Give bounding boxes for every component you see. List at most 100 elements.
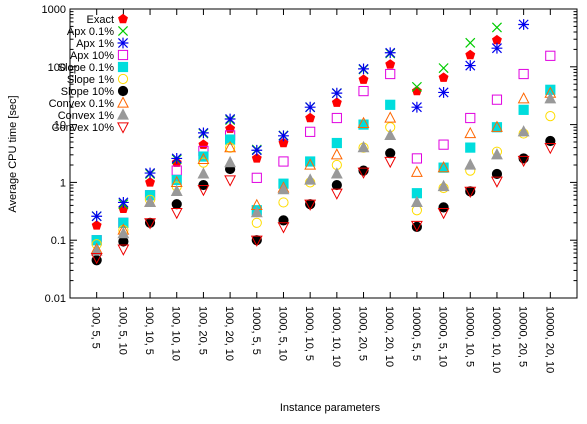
- x-tick-label: 100, 20, 10: [223, 306, 235, 361]
- data-point: [330, 188, 343, 200]
- data-point: [518, 19, 530, 30]
- data-point: [358, 74, 369, 84]
- x-tick-label: 1000, 20, 10: [383, 306, 395, 367]
- x-tick-label: 100, 10, 5: [143, 306, 155, 355]
- data-point: [305, 126, 316, 137]
- legend-label: Convex 0.1%: [49, 98, 115, 110]
- data-point: [170, 208, 183, 220]
- data-point: [438, 202, 449, 213]
- x-tick-label: 1000, 5, 10: [276, 306, 288, 361]
- data-point: [117, 244, 130, 256]
- data-point: [117, 197, 129, 208]
- data-point: [224, 175, 237, 187]
- data-point: [437, 208, 450, 220]
- data-point: [331, 97, 342, 107]
- data-point: [464, 186, 477, 199]
- data-point: [145, 177, 156, 187]
- data-point: [465, 37, 476, 48]
- data-point: [465, 49, 476, 60]
- data-point: [517, 125, 530, 137]
- x-tick-label: 10000, 10, 5: [463, 306, 475, 367]
- data-point: [144, 195, 156, 208]
- data-point: [278, 137, 289, 148]
- data-point: [410, 220, 423, 233]
- x-tick-label: 100, 20, 5: [196, 306, 208, 355]
- data-point: [251, 172, 262, 183]
- data-point: [171, 174, 182, 186]
- data-point: [464, 126, 477, 139]
- data-point: [544, 143, 557, 155]
- data-point: [304, 199, 317, 211]
- data-point: [517, 92, 530, 104]
- data-point: [491, 42, 503, 54]
- data-point: [144, 218, 156, 230]
- data-point: [518, 68, 529, 80]
- data-point: [384, 128, 397, 141]
- x-tick-label: 1000, 10, 5: [303, 306, 315, 361]
- x-axis-ticks: 100, 5, 5 100, 5, 10 100, 10, 5 100, 10, 10…: [90, 9, 555, 373]
- data-point: [197, 185, 210, 197]
- data-point: [277, 222, 290, 234]
- legend-marker: [117, 85, 129, 97]
- data-point: [411, 101, 423, 113]
- data-point: [278, 197, 289, 208]
- data-point: [491, 120, 503, 132]
- data-point: [464, 158, 477, 170]
- data-point: [357, 116, 370, 128]
- data-point: [385, 59, 396, 69]
- data-point: [438, 87, 449, 98]
- data-point: [411, 153, 422, 164]
- data-point: [224, 113, 236, 125]
- legend-label: Apx 0.1%: [67, 26, 114, 38]
- data-point: [517, 155, 530, 168]
- data-point: [491, 22, 502, 33]
- y-tick-label: 1000: [42, 4, 66, 16]
- legend-label: Apx 1%: [76, 38, 114, 50]
- x-tick-label: 100, 10, 10: [170, 306, 182, 361]
- data-point: [438, 72, 449, 82]
- data-point: [304, 101, 316, 113]
- data-point: [491, 176, 503, 188]
- data-point: [117, 226, 130, 239]
- data-point: [518, 104, 529, 115]
- legend-label: Slope 10%: [61, 86, 114, 98]
- data-point: [277, 182, 290, 195]
- legend-label: Convex 1%: [58, 110, 114, 122]
- data-point: [224, 155, 237, 168]
- data-point: [518, 153, 529, 164]
- data-point: [118, 217, 129, 228]
- legend-marker: [117, 25, 129, 37]
- data-point: [491, 34, 502, 45]
- data-point: [331, 87, 343, 99]
- y-tick-label: 1: [60, 177, 66, 189]
- x-tick-label: 10000, 20, 5: [517, 306, 529, 367]
- data-point: [491, 94, 503, 105]
- data-point: [385, 68, 396, 80]
- legend-marker: [117, 61, 129, 73]
- legend-marker: [117, 108, 129, 120]
- x-tick-label: 1000, 20, 5: [357, 306, 369, 361]
- data-point: [171, 199, 182, 210]
- data-point: [304, 158, 317, 170]
- data-points: [90, 19, 557, 266]
- y-tick-label: 10: [54, 120, 66, 132]
- data-point: [144, 167, 156, 179]
- data-point: [384, 47, 396, 59]
- data-point: [278, 156, 289, 167]
- data-point: [250, 205, 263, 218]
- data-point: [545, 111, 556, 122]
- y-axis-ticks: 0.01 0.1 1 10 100 1000: [42, 4, 577, 305]
- x-tick-label: 1000, 10, 10: [330, 306, 342, 367]
- data-point: [225, 134, 236, 145]
- legend-marker: [117, 96, 129, 108]
- x-tick-label: 10000, 20, 10: [543, 306, 555, 373]
- data-point: [384, 111, 397, 123]
- data-point: [224, 140, 237, 153]
- data-point: [491, 168, 503, 180]
- data-point: [491, 148, 503, 160]
- data-point: [545, 50, 556, 61]
- data-point: [251, 144, 263, 156]
- data-point: [251, 153, 262, 163]
- data-point: [251, 217, 262, 228]
